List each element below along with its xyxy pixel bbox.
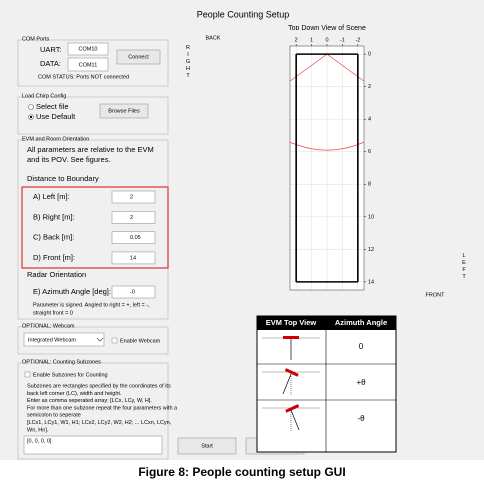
help-text: semicolon to seperate <box>27 413 81 419</box>
browse-button[interactable] <box>99 103 149 119</box>
webcam-group <box>17 326 169 355</box>
plot-frame <box>289 45 365 291</box>
radio-label: Use Default <box>36 112 76 121</box>
icon <box>262 336 320 432</box>
input-value: -0 <box>130 289 135 295</box>
label: E) Azimuth Angle [deg]: <box>33 287 111 296</box>
x-tick-label: 2 <box>295 37 298 43</box>
y-tick-label: 2 <box>368 84 371 90</box>
x-tick-label: -2 <box>355 37 360 43</box>
heading: Radar Orientation <box>27 270 86 279</box>
webcam-dropdown[interactable] <box>23 332 105 347</box>
table-cell: -θ <box>357 414 365 423</box>
field-input[interactable] <box>111 251 156 265</box>
clip <box>245 30 410 32</box>
input-value: 2 <box>130 215 133 221</box>
table-header-cell: Azimuth Angle <box>335 318 387 327</box>
label: DATA: <box>40 59 61 68</box>
status: COM STATUS: Ports NOT connected <box>38 74 129 80</box>
start-button[interactable] <box>177 437 237 455</box>
window <box>0 0 484 460</box>
dropdown-value: Integrated Webcam <box>28 337 76 343</box>
direction-label: BACK <box>206 35 221 41</box>
button-label: Connect <box>128 54 149 60</box>
caption: Figure 8: People counting setup GUI <box>138 465 345 479</box>
y-tick-label: 14 <box>368 279 374 285</box>
plot-title: Top Down View of Scene <box>288 25 366 32</box>
group-label: OPTIONAL: Webcam <box>22 323 75 329</box>
direction-label: FRONT <box>426 292 446 298</box>
checkbox[interactable] <box>111 337 118 344</box>
button-label: Start <box>201 443 213 449</box>
checkbox-label: Enable Subzones for Counting <box>33 372 108 378</box>
data-input[interactable] <box>67 57 109 72</box>
note: Parameter is signed. Angled to right = +… <box>33 302 150 308</box>
input-value: 2 <box>130 194 133 200</box>
radio[interactable] <box>28 104 34 110</box>
uart-input[interactable] <box>67 42 109 56</box>
angle-table <box>256 315 397 453</box>
y-tick-label: 4 <box>368 117 371 123</box>
input-value: 0.05 <box>130 235 141 241</box>
title: People Counting Setup <box>197 9 290 19</box>
dropdown-arrow <box>96 337 104 342</box>
highlight <box>21 186 169 269</box>
note: and its POV. See figures. <box>27 155 111 164</box>
button-label: Browse Files <box>108 108 140 114</box>
help-text: Enter as comma seperated array: [LCx, LC… <box>27 398 152 404</box>
help-text: back left corner (LC), width and height. <box>27 391 122 397</box>
input-value: COM11 <box>79 62 98 68</box>
checkbox-label: Enable Webcam <box>120 338 161 344</box>
input-value: [0, 0, 0, 0] <box>27 438 52 444</box>
y-tick-label: 8 <box>368 182 371 188</box>
help-text: Wn, Hn]. <box>27 427 49 433</box>
field-input[interactable] <box>111 231 156 244</box>
help-text: For more than one subzone repeat the fou… <box>27 405 178 411</box>
checkbox[interactable] <box>24 371 31 378</box>
help-text: [LCx1, LCy1, W1, H1; LCx2, LCy2, W2, H2;… <box>27 420 172 426</box>
x-tick-label: 0 <box>325 37 328 43</box>
com-group <box>17 39 169 87</box>
group-label: Load Chirp Config <box>22 93 66 99</box>
y-tick-label: 6 <box>368 149 371 155</box>
table-cell: 0 <box>359 342 364 351</box>
heading: Distance to Boundary <box>27 174 99 183</box>
note: All parameters are relative to the EVM <box>27 145 154 154</box>
radio-dot <box>29 115 33 119</box>
note: straight front = 0 <box>33 310 73 316</box>
group-label: EVM and Room Orientation <box>22 136 89 142</box>
radio-label: Select file <box>36 102 69 111</box>
table-cell: +θ <box>356 378 366 387</box>
subzones-group <box>17 362 169 460</box>
field-label: B) Right [m]: <box>33 212 75 221</box>
label: UART: <box>40 45 62 54</box>
input-value: 14 <box>130 255 136 261</box>
azimuth-input[interactable] <box>111 285 156 299</box>
group-label: OPTIONAL: Counting Subzones <box>22 359 101 365</box>
group-label: COM Ports <box>22 36 49 42</box>
connect-button[interactable] <box>116 49 161 65</box>
x-tick-label: 1 <box>310 37 313 43</box>
help-text: Subzones are rectangles specified by the… <box>27 383 171 389</box>
field-input[interactable] <box>111 211 156 224</box>
bg <box>245 26 410 30</box>
field-input[interactable] <box>111 190 156 204</box>
field-label: A) Left [m]: <box>33 192 70 201</box>
y-tick-label: 0 <box>368 52 371 58</box>
table-header <box>257 316 396 330</box>
input-value: COM10 <box>79 46 98 52</box>
x-tick-label: -1 <box>340 37 345 43</box>
table-header-cell: EVM Top View <box>266 318 317 327</box>
field-label: D) Front [m]: <box>33 253 75 262</box>
chirp-group <box>17 96 169 135</box>
y-tick-label: 12 <box>368 247 374 253</box>
subzones-input[interactable] <box>23 435 163 455</box>
y-tick-label: 10 <box>368 214 374 220</box>
field-label: C) Back [m]: <box>33 233 74 242</box>
